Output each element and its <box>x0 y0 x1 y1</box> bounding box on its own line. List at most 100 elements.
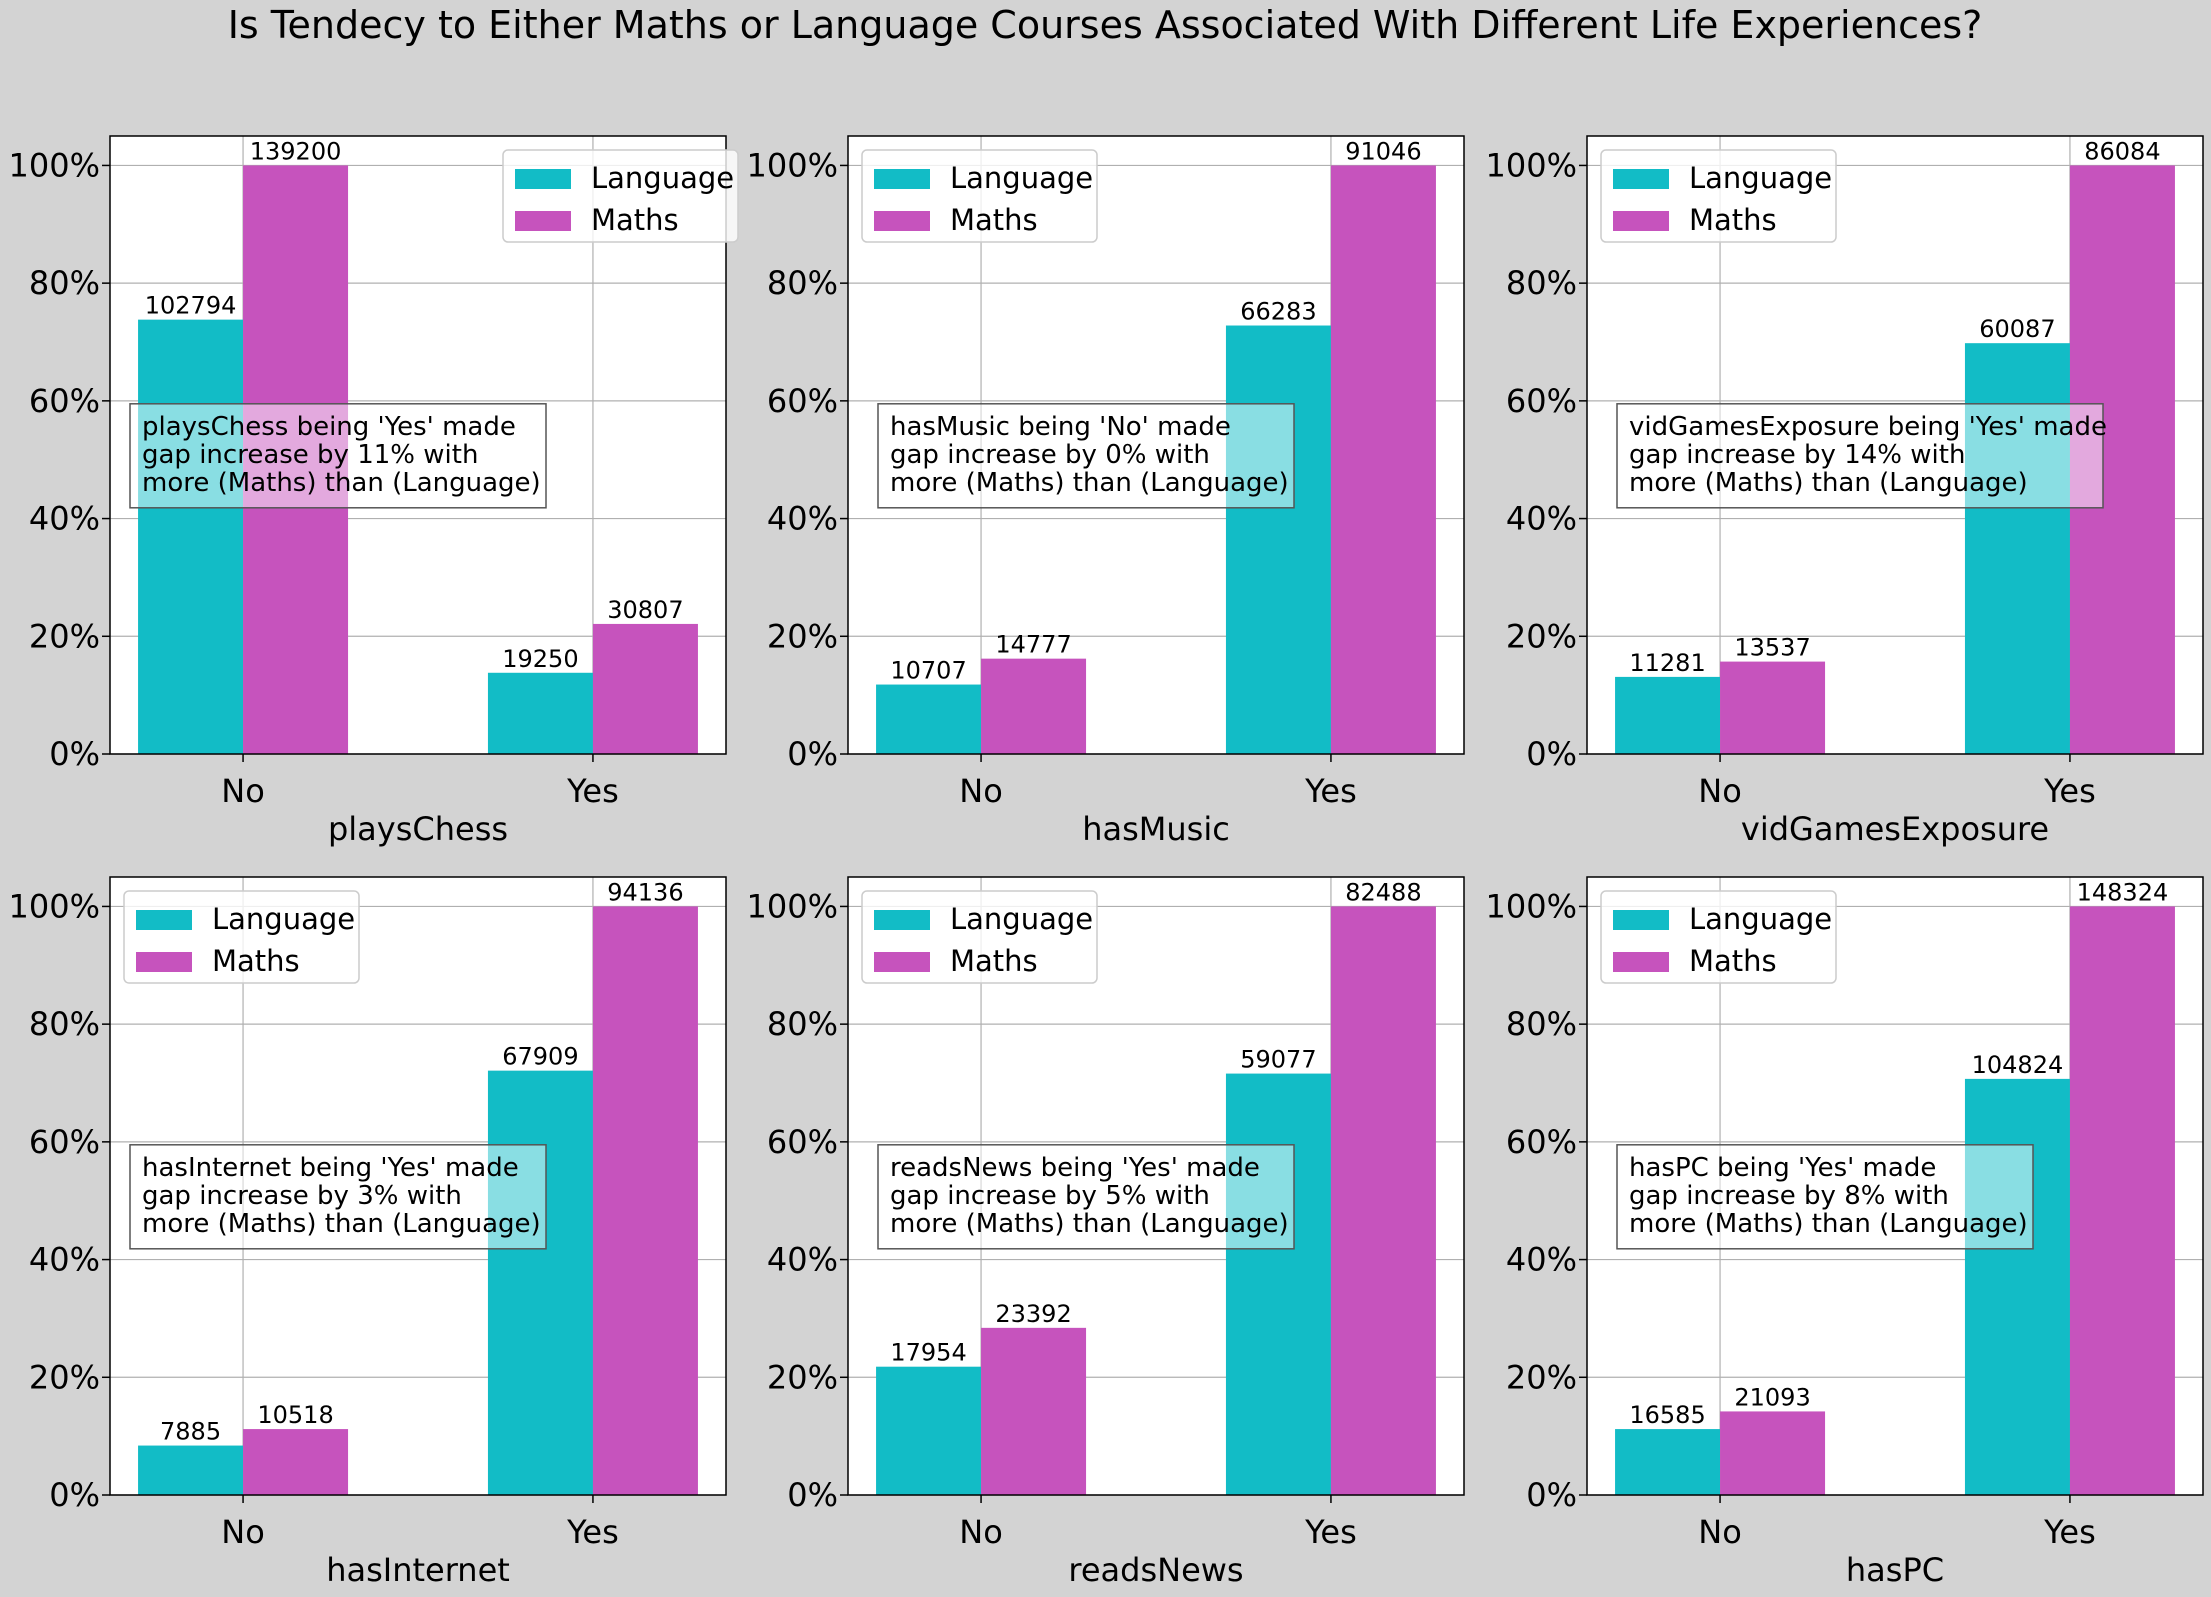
y-tick-label: 40% <box>1506 500 1577 538</box>
y-tick-label: 40% <box>767 500 838 538</box>
bar-value-label: 94136 <box>607 878 683 906</box>
chart-panel-hasMusic: 10707 66283 14777 91046 0% 20% 40% 60% 80% 100% No… <box>747 135 1465 848</box>
bar-value-label: 10707 <box>890 657 966 685</box>
bar-language-no <box>138 319 244 754</box>
bar-maths-yes <box>2069 906 2175 1495</box>
y-tick-label: 80% <box>29 1005 100 1043</box>
legend-swatch-maths <box>515 211 571 231</box>
legend-swatch-maths <box>874 952 930 972</box>
legend: Language Maths <box>123 890 360 984</box>
y-tick-label: 20% <box>29 1358 100 1396</box>
y-tick-label: 40% <box>29 500 100 538</box>
bar-value-label: 19250 <box>502 645 578 673</box>
y-tick-label: 100% <box>9 146 100 184</box>
annotation-line: more (Maths) than (Language) <box>1629 1209 2028 1239</box>
bar-value-label: 10518 <box>257 1401 333 1429</box>
annotation-line: readsNews being 'Yes' made <box>890 1153 1260 1183</box>
legend-label: Maths <box>591 203 679 237</box>
annotation-line: gap increase by 0% with <box>890 440 1210 470</box>
x-axis-label: readsNews <box>1068 1551 1243 1589</box>
axes-frame <box>109 135 727 755</box>
annotation-line: playsChess being 'Yes' made <box>142 412 516 442</box>
axes-frame <box>847 135 1465 755</box>
x-tick-label: No <box>1698 772 1742 810</box>
x-axis-label: vidGamesExposure <box>1741 810 2049 848</box>
legend-label: Language <box>950 161 1093 195</box>
y-tick-label: 20% <box>29 617 100 655</box>
annotation-line: gap increase by 8% with <box>1629 1181 1949 1211</box>
annotation-line: hasMusic being 'No' made <box>890 412 1231 442</box>
bar-language-yes <box>487 672 593 754</box>
annotation-line: more (Maths) than (Language) <box>142 1209 541 1239</box>
x-tick-label: No <box>221 1513 265 1551</box>
bar-value-label: 139200 <box>250 137 342 165</box>
bar-language-yes <box>487 1070 593 1495</box>
y-tick-label: 60% <box>767 1123 838 1161</box>
y-tick-label: 20% <box>767 617 838 655</box>
bar-value-label: 14777 <box>995 631 1071 659</box>
y-tick-label: 100% <box>1486 887 1577 925</box>
y-tick-label: 40% <box>767 1241 838 1279</box>
y-tick-label: 0% <box>49 1476 100 1514</box>
bar-value-label: 17954 <box>890 1339 966 1367</box>
bar-value-label: 91046 <box>1345 137 1421 165</box>
y-tick-label: 100% <box>747 887 838 925</box>
legend-label: Language <box>1689 161 1832 195</box>
bar-value-label: 60087 <box>1979 315 2055 343</box>
y-tick-label: 60% <box>1506 1123 1577 1161</box>
axes-frame <box>1586 135 2204 755</box>
chart-panel-playsChess: 102794 19250 139200 30807 0% 20% 40% 60% 80% 100%… <box>9 135 739 848</box>
bar-value-label: 13537 <box>1734 634 1810 662</box>
axes-frame <box>109 876 727 1496</box>
annotation-box <box>877 1144 1295 1250</box>
y-tick-label: 80% <box>767 264 838 302</box>
legend-swatch-maths <box>1613 952 1669 972</box>
x-tick-label: No <box>1698 1513 1742 1551</box>
annotation-line: more (Maths) than (Language) <box>142 468 541 498</box>
legend-label: Maths <box>1689 203 1777 237</box>
bar-language-yes <box>1225 1073 1331 1495</box>
x-axis-label: hasInternet <box>326 1551 510 1589</box>
annotation-box <box>129 1144 547 1250</box>
legend-swatch-maths <box>874 211 930 231</box>
y-tick-label: 20% <box>1506 617 1577 655</box>
bar-maths-yes <box>592 623 698 754</box>
annotation-line: gap increase by 11% with <box>142 440 478 470</box>
bar-value-label: 21093 <box>1734 1383 1810 1411</box>
bar-value-label: 23392 <box>995 1300 1071 1328</box>
bar-value-label: 82488 <box>1345 878 1421 906</box>
legend-label: Maths <box>212 944 300 978</box>
annotation-line: more (Maths) than (Language) <box>890 468 1289 498</box>
bar-value-label: 104824 <box>1972 1051 2064 1079</box>
y-tick-label: 80% <box>1506 264 1577 302</box>
legend: Language Maths <box>861 890 1098 984</box>
bar-maths-yes <box>1330 906 1436 1495</box>
annotation-line: gap increase by 5% with <box>890 1181 1210 1211</box>
y-tick-label: 80% <box>767 1005 838 1043</box>
bar-maths-no <box>981 1327 1087 1495</box>
bar-maths-yes <box>592 906 698 1495</box>
legend-swatch-maths <box>136 952 192 972</box>
bar-value-label: 7885 <box>160 1418 221 1446</box>
legend-label: Language <box>591 161 734 195</box>
bar-maths-no <box>243 1429 349 1495</box>
y-tick-label: 60% <box>29 382 100 420</box>
x-tick-label: Yes <box>1304 1513 1357 1551</box>
bar-language-no <box>138 1445 244 1495</box>
bar-language-no <box>1615 1429 1721 1495</box>
bar-value-label: 59077 <box>1240 1046 1316 1074</box>
y-tick-label: 20% <box>1506 1358 1577 1396</box>
bar-maths-yes <box>1330 165 1436 754</box>
y-tick-label: 60% <box>29 1123 100 1161</box>
legend-label: Language <box>950 902 1093 936</box>
y-tick-label: 100% <box>9 887 100 925</box>
legend: Language Maths <box>861 149 1098 243</box>
bar-language-no <box>1615 676 1721 754</box>
legend-swatch-language <box>874 169 930 189</box>
bar-value-label: 16585 <box>1629 1401 1705 1429</box>
legend: Language Maths <box>502 149 739 243</box>
